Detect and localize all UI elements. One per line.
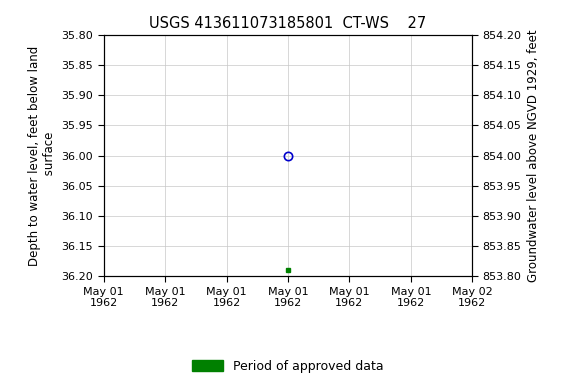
Y-axis label: Depth to water level, feet below land
 surface: Depth to water level, feet below land su…: [28, 45, 56, 266]
Legend: Period of approved data: Period of approved data: [187, 355, 389, 378]
Title: USGS 413611073185801  CT-WS    27: USGS 413611073185801 CT-WS 27: [149, 16, 427, 31]
Y-axis label: Groundwater level above NGVD 1929, feet: Groundwater level above NGVD 1929, feet: [527, 29, 540, 282]
